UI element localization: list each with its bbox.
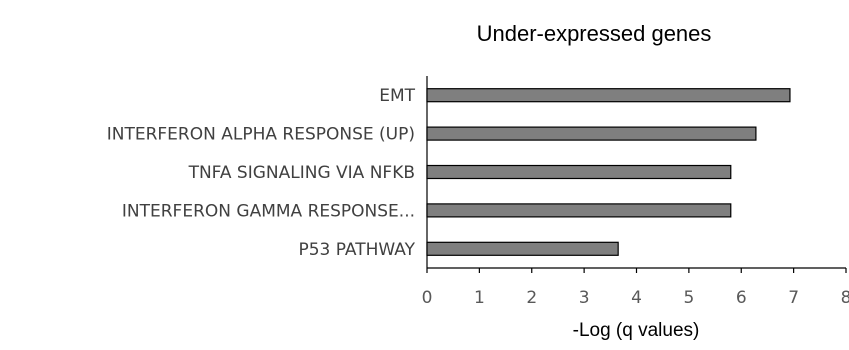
- x-tick-label: 7: [788, 288, 799, 308]
- x-tick-label: 0: [422, 288, 433, 308]
- bar: [426, 241, 619, 256]
- category-labels: EMT INTERFERON ALPHA RESPONSE (UP) TNFA SI…: [107, 86, 416, 260]
- bars-group: [426, 88, 791, 256]
- category-label: P53 PATHWAY: [298, 240, 415, 260]
- category-label: EMT: [379, 86, 415, 106]
- x-axis-label: -Log (q values): [573, 320, 700, 341]
- x-tick-label: 4: [631, 288, 642, 308]
- category-label: INTERFERON ALPHA RESPONSE (UP): [107, 125, 415, 145]
- bar: [426, 203, 732, 218]
- x-tick-label: 1: [474, 288, 485, 308]
- bar: [426, 126, 757, 141]
- category-label: TNFA SIGNALING VIA NFKB: [188, 163, 415, 183]
- x-tick-label: 6: [736, 288, 747, 308]
- x-tick-label: 3: [579, 288, 590, 308]
- bar: [426, 164, 732, 180]
- x-tick-labels: 0 1 2 3 4 5 6 7 8: [422, 268, 849, 308]
- chart-title: Under-expressed genes: [477, 21, 712, 46]
- bar: [426, 88, 791, 103]
- x-tick-label: 8: [841, 288, 849, 308]
- x-tick-label: 2: [526, 288, 537, 308]
- category-label: INTERFERON GAMMA RESPONSE...: [122, 201, 415, 221]
- x-tick-label: 5: [683, 288, 694, 308]
